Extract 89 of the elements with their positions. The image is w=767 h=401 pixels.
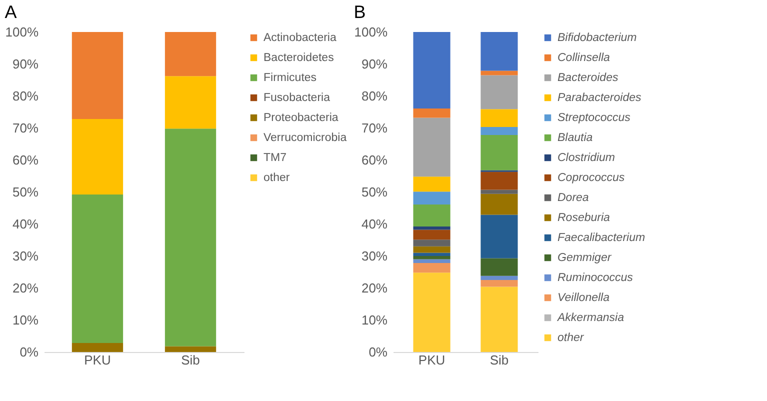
y-tick-label: 10% — [361, 312, 388, 328]
bar — [480, 127, 518, 136]
bar — [413, 176, 450, 192]
bar — [480, 75, 518, 110]
y-tick-label: 100% — [5, 24, 39, 40]
legend-label: Gemmiger — [558, 252, 612, 264]
legend-label: Streptococcus — [558, 112, 631, 124]
y-tick-label: 50% — [12, 184, 39, 200]
y-tick-label: 20% — [361, 280, 388, 296]
bar — [480, 172, 518, 190]
bar — [164, 76, 216, 129]
y-tick-label: 70% — [12, 120, 39, 136]
bar — [72, 194, 124, 344]
bar — [413, 259, 450, 264]
bar — [413, 118, 450, 177]
legend-label: Clostridium — [558, 152, 616, 164]
bar — [413, 108, 450, 118]
bar — [413, 230, 450, 240]
legend-label: other — [264, 172, 290, 184]
bar — [164, 32, 216, 76]
bar — [72, 119, 124, 195]
y-tick-label: 50% — [361, 184, 388, 200]
bar — [72, 343, 124, 352]
bar — [480, 276, 518, 280]
legend-label: Coprococcus — [558, 172, 625, 184]
legend-label: Roseburia — [558, 212, 610, 224]
y-tick-label: 80% — [12, 88, 39, 104]
y-tick-label: 90% — [361, 56, 388, 72]
y-tick-label: 20% — [12, 280, 39, 296]
bar — [480, 258, 518, 276]
x-tick-label: PKU — [84, 352, 111, 368]
y-tick-label: 10% — [12, 312, 39, 328]
bar — [413, 256, 450, 260]
bar — [72, 32, 124, 120]
legend-label: Verrucomicrobia — [264, 132, 348, 144]
bar — [480, 286, 518, 352]
legend-label: Dorea — [558, 192, 589, 204]
y-tick-label: 0% — [368, 344, 388, 360]
y-tick-label: 40% — [12, 216, 39, 232]
x-tick-label: Sib — [181, 352, 200, 368]
chart-title: B — [354, 2, 366, 22]
bar — [164, 128, 216, 346]
y-tick-label: 30% — [12, 248, 39, 264]
legend-label: Veillonella — [558, 292, 610, 304]
bar — [480, 214, 518, 258]
legend-label: Bacteroides — [558, 72, 618, 84]
legend-label: Blautia — [558, 132, 593, 144]
bar — [413, 272, 450, 352]
y-tick-label: 70% — [361, 120, 388, 136]
bar — [413, 263, 450, 273]
bar — [413, 204, 450, 227]
bar — [480, 194, 518, 215]
y-tick-label: 30% — [361, 248, 388, 264]
legend-label: Proteobacteria — [264, 112, 339, 124]
legend-label: Collinsella — [558, 52, 610, 64]
y-tick-label: 80% — [361, 88, 388, 104]
legend-label: Parabacteroides — [558, 92, 642, 104]
legend-label: TM7 — [264, 152, 286, 164]
legend-label: Ruminococcus — [558, 272, 634, 284]
y-tick-label: 100% — [354, 24, 388, 40]
bar — [413, 192, 450, 204]
bar — [480, 280, 518, 287]
chart-title: A — [4, 2, 17, 22]
bar — [480, 109, 518, 128]
bar — [413, 32, 450, 108]
x-tick-label: PKU — [418, 352, 446, 368]
legend-label: Faecalibacterium — [558, 232, 646, 244]
legend-label: Fusobacteria — [264, 92, 331, 104]
y-tick-label: 60% — [361, 152, 388, 168]
bar — [480, 190, 518, 194]
x-tick-label: Sib — [490, 352, 509, 368]
bar — [480, 135, 518, 170]
y-tick-label: 0% — [20, 344, 39, 360]
bar — [164, 346, 216, 352]
legend-label: Akkermansia — [556, 312, 624, 324]
y-tick-label: 90% — [12, 56, 39, 72]
bar — [413, 246, 450, 253]
bar — [480, 70, 518, 76]
legend-label: Bifidobacterium — [558, 32, 638, 44]
legend-label: Firmicutes — [264, 72, 317, 84]
bar — [480, 32, 518, 71]
bar — [413, 252, 450, 256]
legend-label: other — [558, 332, 585, 344]
legend-label: Actinobacteria — [264, 32, 337, 44]
y-tick-label: 40% — [361, 216, 388, 232]
y-tick-label: 60% — [12, 152, 39, 168]
bar — [413, 226, 450, 230]
bar — [413, 240, 450, 246]
legend-label: Bacteroidetes — [264, 52, 334, 64]
